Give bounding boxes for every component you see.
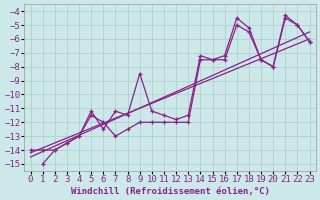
X-axis label: Windchill (Refroidissement éolien,°C): Windchill (Refroidissement éolien,°C) xyxy=(71,187,269,196)
